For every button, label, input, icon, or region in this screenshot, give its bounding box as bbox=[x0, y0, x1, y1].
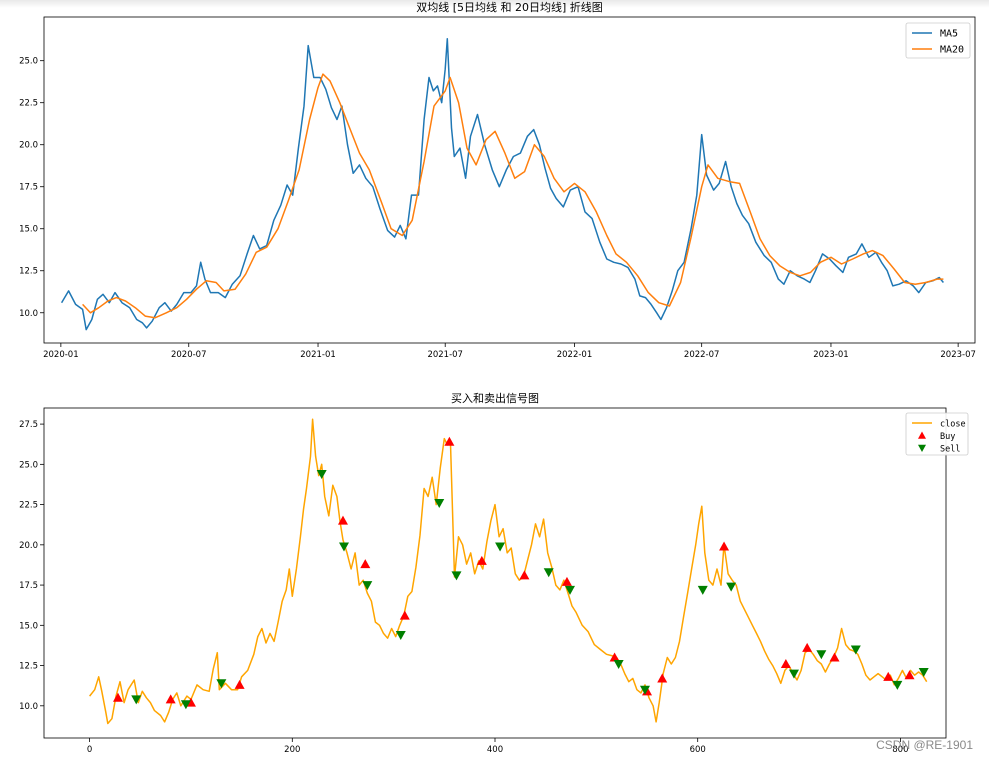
y-tick-label: 25.0 bbox=[19, 57, 38, 67]
series-sell-marker bbox=[543, 568, 554, 578]
chart-2: 买入和卖出信号图 0 200 400 600 800 10.0 12.5 15.0 17.5 20.… bbox=[19, 391, 969, 755]
legend-swatch bbox=[918, 444, 926, 452]
series-ma20-line bbox=[82, 73, 944, 319]
series-buy-marker bbox=[561, 576, 572, 586]
chart-title: 买入和卖出信号图 bbox=[451, 391, 539, 405]
y-tick-label: 20.0 bbox=[19, 141, 38, 151]
y-tick-label: 15.0 bbox=[19, 225, 38, 235]
series-sell-marker bbox=[850, 645, 861, 655]
legend-label: Buy bbox=[940, 432, 955, 442]
y-tick-label: 25.0 bbox=[19, 460, 38, 470]
y-tick-label: 22.5 bbox=[19, 99, 38, 109]
axes-frame bbox=[43, 407, 947, 739]
x-tick-label: 400 bbox=[487, 745, 503, 755]
series-sell-marker bbox=[726, 582, 737, 592]
legend-label: MA5 bbox=[940, 29, 958, 40]
y-tick-label: 10.0 bbox=[19, 309, 38, 319]
watermark: CSDN @RE-1901 bbox=[876, 738, 973, 752]
y-tick-label: 10.0 bbox=[19, 702, 38, 712]
series-buy-marker bbox=[444, 436, 455, 446]
x-tick-label: 600 bbox=[690, 745, 706, 755]
series-buy-marker bbox=[657, 673, 668, 683]
series-sell-marker bbox=[451, 571, 462, 581]
y-tick-label: 15.0 bbox=[19, 621, 38, 631]
x-tick-label: 2021-07 bbox=[427, 350, 463, 360]
series-sell-marker bbox=[564, 585, 575, 595]
series-sell-marker bbox=[316, 470, 327, 479]
legend-swatch bbox=[918, 431, 926, 439]
series-sell-marker bbox=[362, 581, 373, 591]
legend-label: MA20 bbox=[940, 45, 964, 56]
series-sell-marker bbox=[338, 542, 349, 552]
series-sell-marker bbox=[918, 668, 929, 677]
plot-area bbox=[89, 418, 929, 725]
series-buy-marker bbox=[165, 694, 176, 704]
x-tick-label: 200 bbox=[284, 745, 300, 755]
x-tick-label: 2023-01 bbox=[813, 350, 849, 360]
series-sell-marker bbox=[495, 542, 506, 552]
series-sell-marker bbox=[216, 679, 227, 689]
axes-frame bbox=[43, 16, 976, 344]
series-buy-marker bbox=[337, 515, 348, 525]
series-buy-marker bbox=[904, 670, 915, 680]
x-tick-label: 800 bbox=[892, 745, 908, 755]
chart-1: 双均线 [5日均线 和 20日均线] 折线图 2020-01 2020-07 2021… bbox=[19, 0, 976, 360]
series-sell-marker bbox=[180, 700, 191, 710]
series-buy-marker bbox=[780, 658, 791, 668]
y-tick-label: 20.0 bbox=[19, 541, 38, 551]
series-sell-marker bbox=[816, 650, 827, 660]
top-shade bbox=[0, 0, 989, 8]
y-tick-label: 12.5 bbox=[19, 267, 38, 277]
series-buy-marker bbox=[112, 692, 123, 702]
series-sell-marker bbox=[892, 680, 903, 690]
legend-label: close bbox=[940, 420, 966, 430]
chart-title: 双均线 [5日均线 和 20日均线] 折线图 bbox=[416, 0, 603, 14]
series-buy-marker bbox=[519, 570, 530, 580]
x-tick-label: 2020-01 bbox=[43, 350, 79, 360]
y-tick-label: 17.5 bbox=[19, 581, 38, 591]
y-tick-label: 17.5 bbox=[19, 183, 38, 193]
series-sell-marker bbox=[131, 695, 142, 705]
x-tick-label: 2023-07 bbox=[940, 350, 976, 360]
series-buy-marker bbox=[360, 559, 371, 569]
y-tick-label: 22.5 bbox=[19, 501, 38, 511]
series-close-line bbox=[89, 418, 928, 725]
x-tick-label: 0 bbox=[87, 745, 92, 755]
series-sell-marker bbox=[788, 669, 799, 679]
legend: close Buy Sell bbox=[905, 412, 969, 456]
series-buy-marker bbox=[609, 652, 620, 662]
series-sell-marker bbox=[697, 585, 708, 595]
series-buy-marker bbox=[399, 610, 410, 620]
x-tick-label: 2021-01 bbox=[300, 350, 336, 360]
y-tick-label: 12.5 bbox=[19, 662, 38, 672]
series-ma5-line bbox=[60, 38, 944, 331]
series-buy-marker bbox=[476, 555, 487, 565]
plot-area bbox=[60, 38, 944, 331]
series-buy-marker bbox=[719, 541, 730, 551]
legend: MA5 MA20 bbox=[905, 22, 971, 59]
series-buy-marker bbox=[883, 671, 894, 681]
series-sell-marker bbox=[434, 498, 445, 508]
series-buy-marker bbox=[802, 642, 813, 652]
y-tick-label: 27.5 bbox=[19, 420, 38, 430]
x-tick-label: 2022-07 bbox=[684, 350, 720, 360]
series-sell-marker bbox=[613, 659, 624, 669]
series-sell-marker bbox=[639, 685, 650, 695]
series-sell-marker bbox=[395, 630, 406, 640]
series-buy-marker bbox=[234, 679, 245, 689]
legend-label: Sell bbox=[940, 445, 960, 455]
series-buy-marker bbox=[829, 652, 840, 662]
x-tick-label: 2022-01 bbox=[557, 350, 593, 360]
x-tick-label: 2020-07 bbox=[171, 350, 207, 360]
